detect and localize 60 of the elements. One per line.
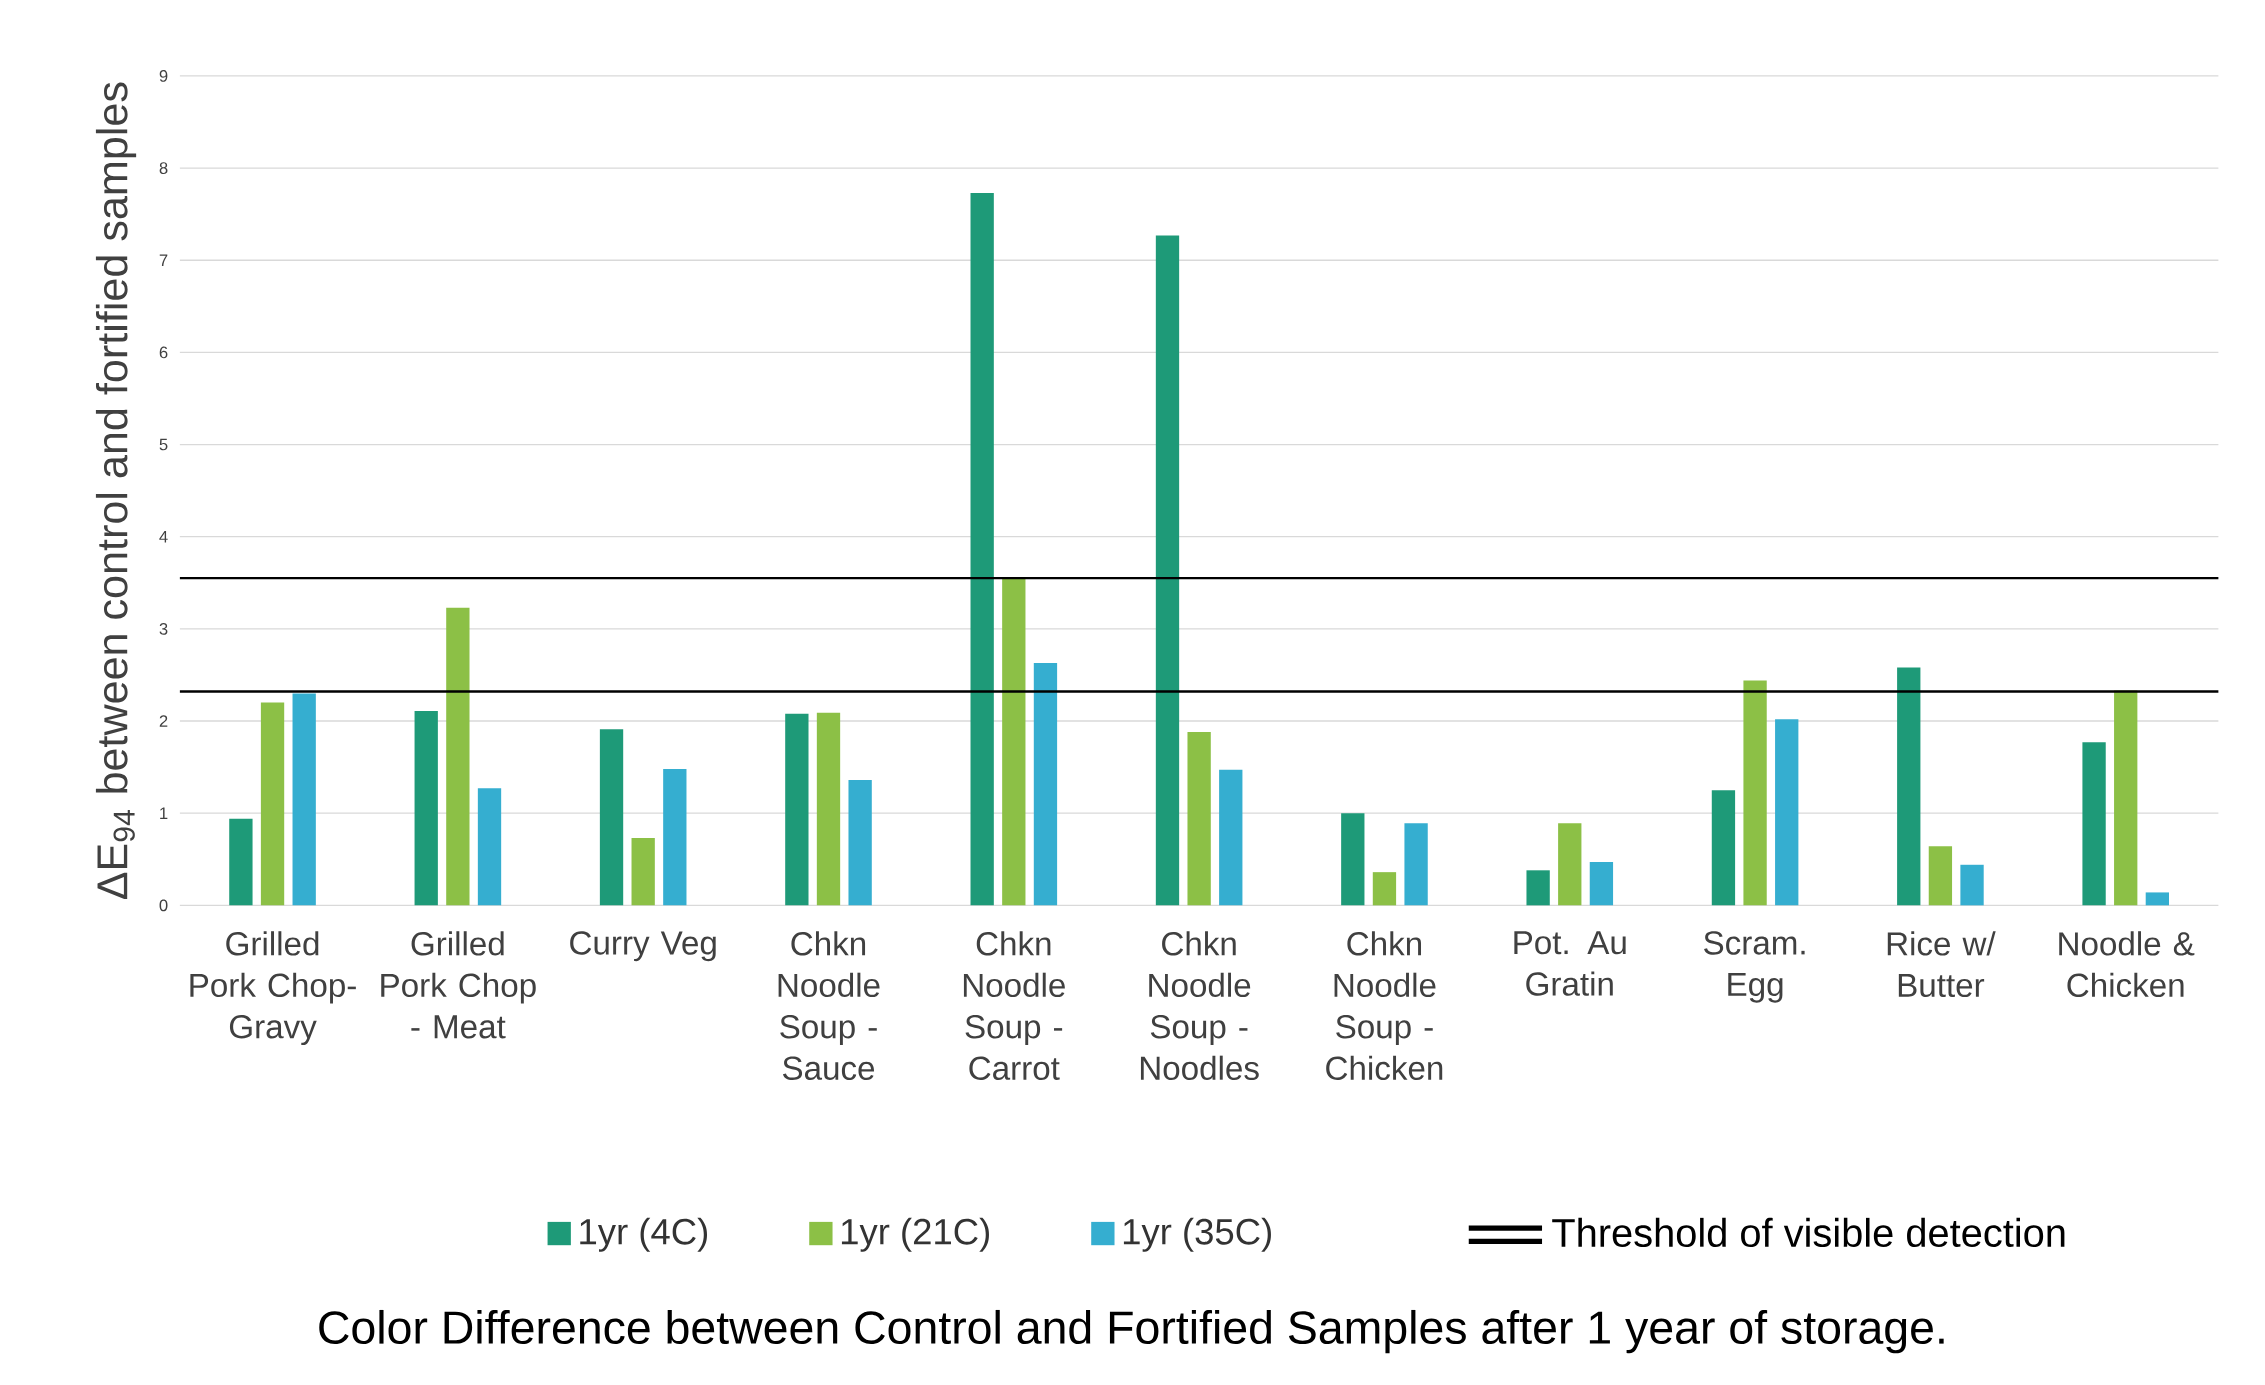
bar: [2145, 892, 2170, 906]
x-tick-label: Chkn Noodle Soup - Chicken: [1326, 931, 1443, 1081]
bar: [1928, 846, 1953, 906]
bar: [477, 788, 502, 906]
bar: [663, 768, 687, 906]
bar: [1033, 662, 1058, 906]
y-tick-label: 5: [159, 438, 168, 451]
bar: [816, 712, 841, 906]
bar: [1526, 870, 1550, 906]
x-tick-label: Chkn Noodle Soup - Noodles: [1140, 931, 1259, 1081]
y-tick-label: 0: [159, 899, 168, 912]
bar: [2114, 690, 2138, 906]
bar: [1187, 732, 1211, 906]
y-tick-label: 4: [159, 531, 168, 543]
bar: [785, 713, 809, 906]
legend-label: Threshold of visible detection: [1552, 1217, 2065, 1248]
bar: [229, 818, 253, 906]
bar: [599, 729, 624, 906]
bar: [1711, 790, 1736, 906]
bar: [292, 693, 316, 906]
bar: [1372, 872, 1397, 906]
bar: [1743, 680, 1767, 906]
y-tick-label: 3: [159, 622, 168, 635]
y-tick-label: 1: [160, 807, 168, 819]
bar: [1404, 823, 1428, 906]
bar: [1960, 864, 1984, 906]
bar: [1341, 813, 1365, 906]
x-tick-label: Scram. Egg: [1704, 931, 1805, 1003]
y-tick-label: 9: [159, 70, 168, 82]
bar: [1219, 769, 1243, 906]
bar: [260, 702, 285, 906]
bar: [970, 193, 994, 906]
x-tick-label: Grilled Pork Chop - Meat: [381, 931, 536, 1039]
text: Color Difference between Control and Fortified Samples after 1 year of storage.: [319, 1309, 1944, 1354]
bar: [414, 710, 438, 906]
bar: [1558, 823, 1582, 906]
x-tick-label: Chkn Noodle Soup - Sauce: [778, 931, 880, 1081]
bar: [631, 838, 655, 906]
bar: [2082, 742, 2106, 906]
bar: [1775, 719, 1799, 906]
bar: [848, 780, 872, 906]
x-tick-label: Chkn Noodle Soup - Carrot: [963, 931, 1065, 1081]
bar: [1155, 235, 1180, 906]
bar: [446, 607, 470, 906]
x-tick-label: Noodle & Chicken: [2059, 931, 2195, 998]
legend-label: 1yr (21C): [841, 1217, 989, 1252]
bar: [1897, 667, 1921, 906]
x-tick-label: Rice w/ Butter: [1887, 931, 1996, 998]
y-tick-label: 6: [159, 346, 168, 359]
legend-label: 1yr (4C): [580, 1217, 708, 1252]
x-tick-label: Curry Veg: [570, 931, 716, 962]
bar: [1002, 578, 1026, 906]
y-axis-title: ΔE$_{94}$ between control and fortified samples: [95, 82, 137, 900]
legend-label: 1yr (35C): [1123, 1217, 1271, 1252]
y-tick-label: 2: [159, 715, 168, 727]
bar: [1589, 862, 1614, 906]
x-tick-label: Grilled Pork Chop-Gravy: [190, 931, 356, 1046]
x-tick-label: Pot. Au Gratin: [1514, 931, 1626, 996]
y-tick-label: 7: [159, 254, 168, 266]
y-tick-label: 8: [159, 162, 168, 174]
